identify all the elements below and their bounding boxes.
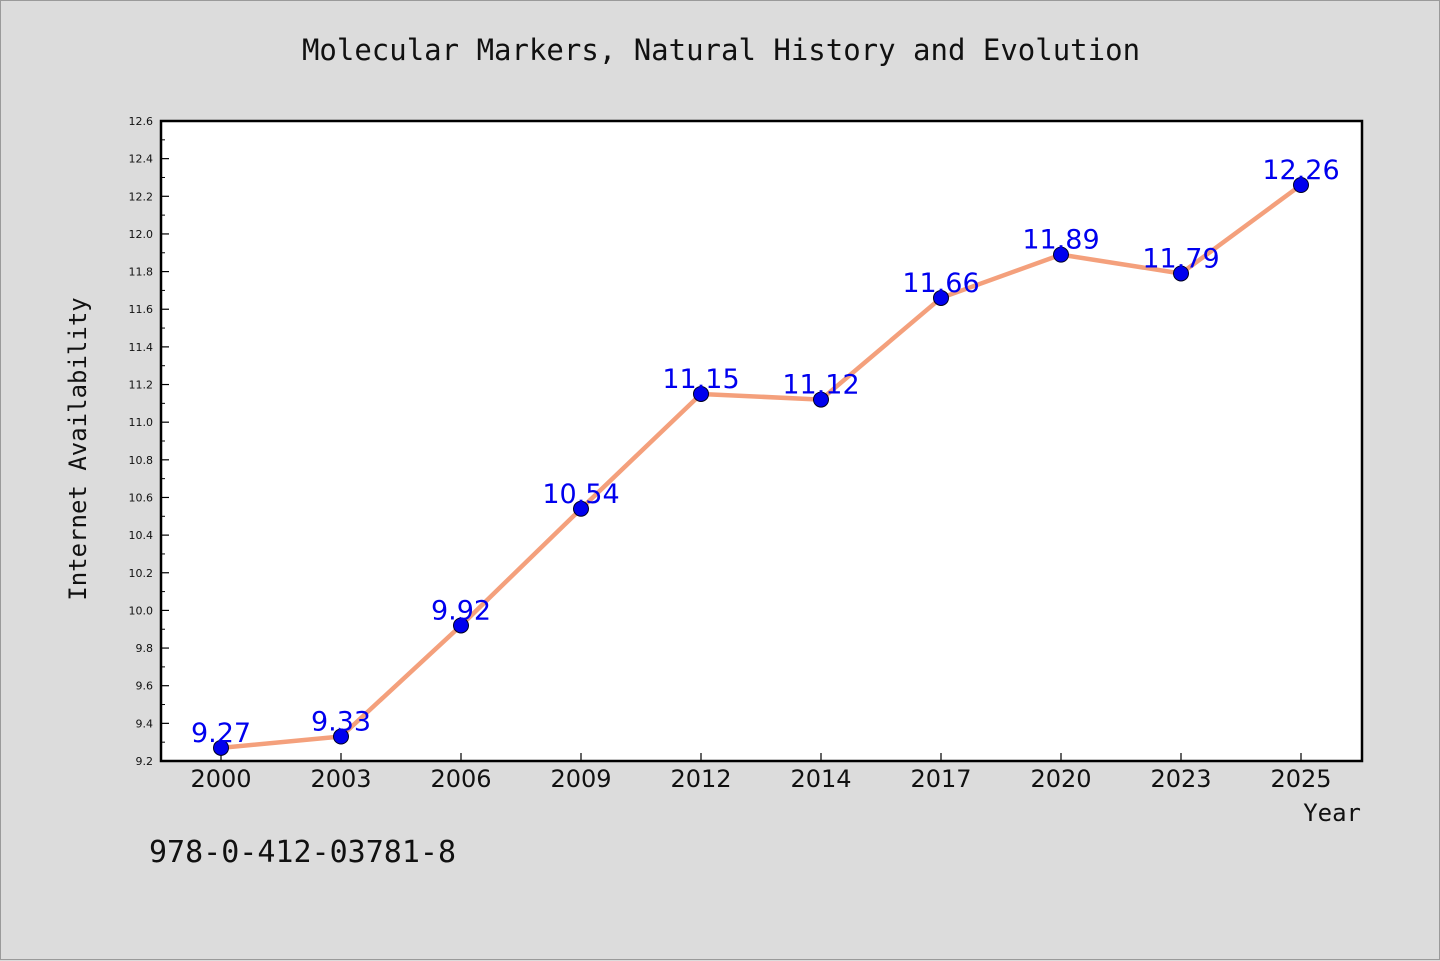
data-point-marker[interactable] (453, 617, 469, 634)
isbn-text: 978-0-412-03781-8 (149, 835, 457, 870)
data-point-marker[interactable] (933, 289, 949, 306)
y-tick-label: 12.4 (129, 153, 154, 166)
series-line (218, 182, 1304, 751)
data-label: 11.66 (902, 268, 979, 299)
data-point-marker[interactable] (1053, 246, 1069, 263)
x-tick-label: 2012 (670, 765, 731, 793)
data-label: 12.26 (1262, 155, 1339, 186)
data-label: 11.79 (1142, 243, 1219, 274)
x-tick-label: 2003 (310, 765, 371, 793)
data-label: 11.12 (782, 370, 859, 401)
data-point-marker[interactable] (693, 385, 709, 402)
data-point-marker[interactable] (1173, 265, 1189, 282)
y-tick-label: 11.6 (129, 303, 154, 316)
y-tick-label: 12.6 (129, 115, 154, 128)
data-point-marker[interactable] (1293, 177, 1309, 193)
data-point-marker[interactable] (333, 728, 349, 745)
y-tick-label: 10.0 (129, 604, 154, 617)
x-tick-label: 2009 (550, 765, 611, 793)
x-tick-label: 2006 (430, 765, 491, 793)
chart-title: Molecular Markers, Natural History and E… (301, 33, 1141, 67)
data-label: 11.89 (1022, 225, 1099, 256)
data-point-marker[interactable] (213, 739, 229, 756)
y-tick-label: 12.2 (129, 190, 154, 203)
data-label: 9.92 (431, 595, 491, 626)
y-tick-label: 9.6 (136, 680, 154, 693)
y-tick-label: 10.6 (129, 491, 154, 504)
x-tick-label: 2020 (1030, 765, 1091, 793)
x-tick-label: 2000 (190, 765, 251, 793)
x-tick-label: 2014 (790, 765, 851, 793)
x-tick-label: 2023 (1150, 765, 1211, 793)
y-tick-label: 10.2 (129, 567, 154, 580)
data-label: 9.33 (311, 707, 371, 738)
data-label: 10.54 (542, 479, 619, 510)
y-tick-label: 11.8 (129, 266, 154, 279)
y-tick-label: 12.0 (129, 228, 154, 241)
y-tick-label: 11.0 (129, 416, 154, 429)
data-label: 9.27 (191, 718, 251, 749)
y-tick-label: 10.4 (129, 529, 154, 542)
y-tick-label: 10.8 (129, 454, 154, 467)
y-tick-label: 9.8 (136, 642, 154, 655)
x-axis: 2000 2003 2006 2009 2012 2014 2017 2020 2023 2025 (190, 753, 1332, 793)
series-line-group: 9.27 9.33 9.92 10.54 11.15 11.12 11.66 11.89 11.… (191, 155, 1340, 756)
data-point-marker[interactable] (813, 391, 829, 408)
y-axis: 9.2 9.4 9.6 9.8 10.0 10.2 10.4 10.6 10.8 11.0 11.2… (129, 115, 169, 768)
y-tick-label: 11.4 (129, 341, 154, 354)
data-point-marker[interactable] (573, 500, 589, 517)
y-axis-label: Internet Availability (64, 297, 92, 600)
y-tick-label: 9.4 (136, 717, 154, 730)
y-tick-label: 9.2 (136, 755, 154, 768)
plot-area (159, 119, 1364, 763)
x-tick-label: 2017 (910, 765, 971, 793)
data-label: 11.15 (662, 364, 739, 395)
x-tick-label: 2025 (1270, 765, 1331, 793)
y-tick-label: 11.2 (129, 379, 154, 392)
x-axis-label: Year (1303, 799, 1361, 827)
